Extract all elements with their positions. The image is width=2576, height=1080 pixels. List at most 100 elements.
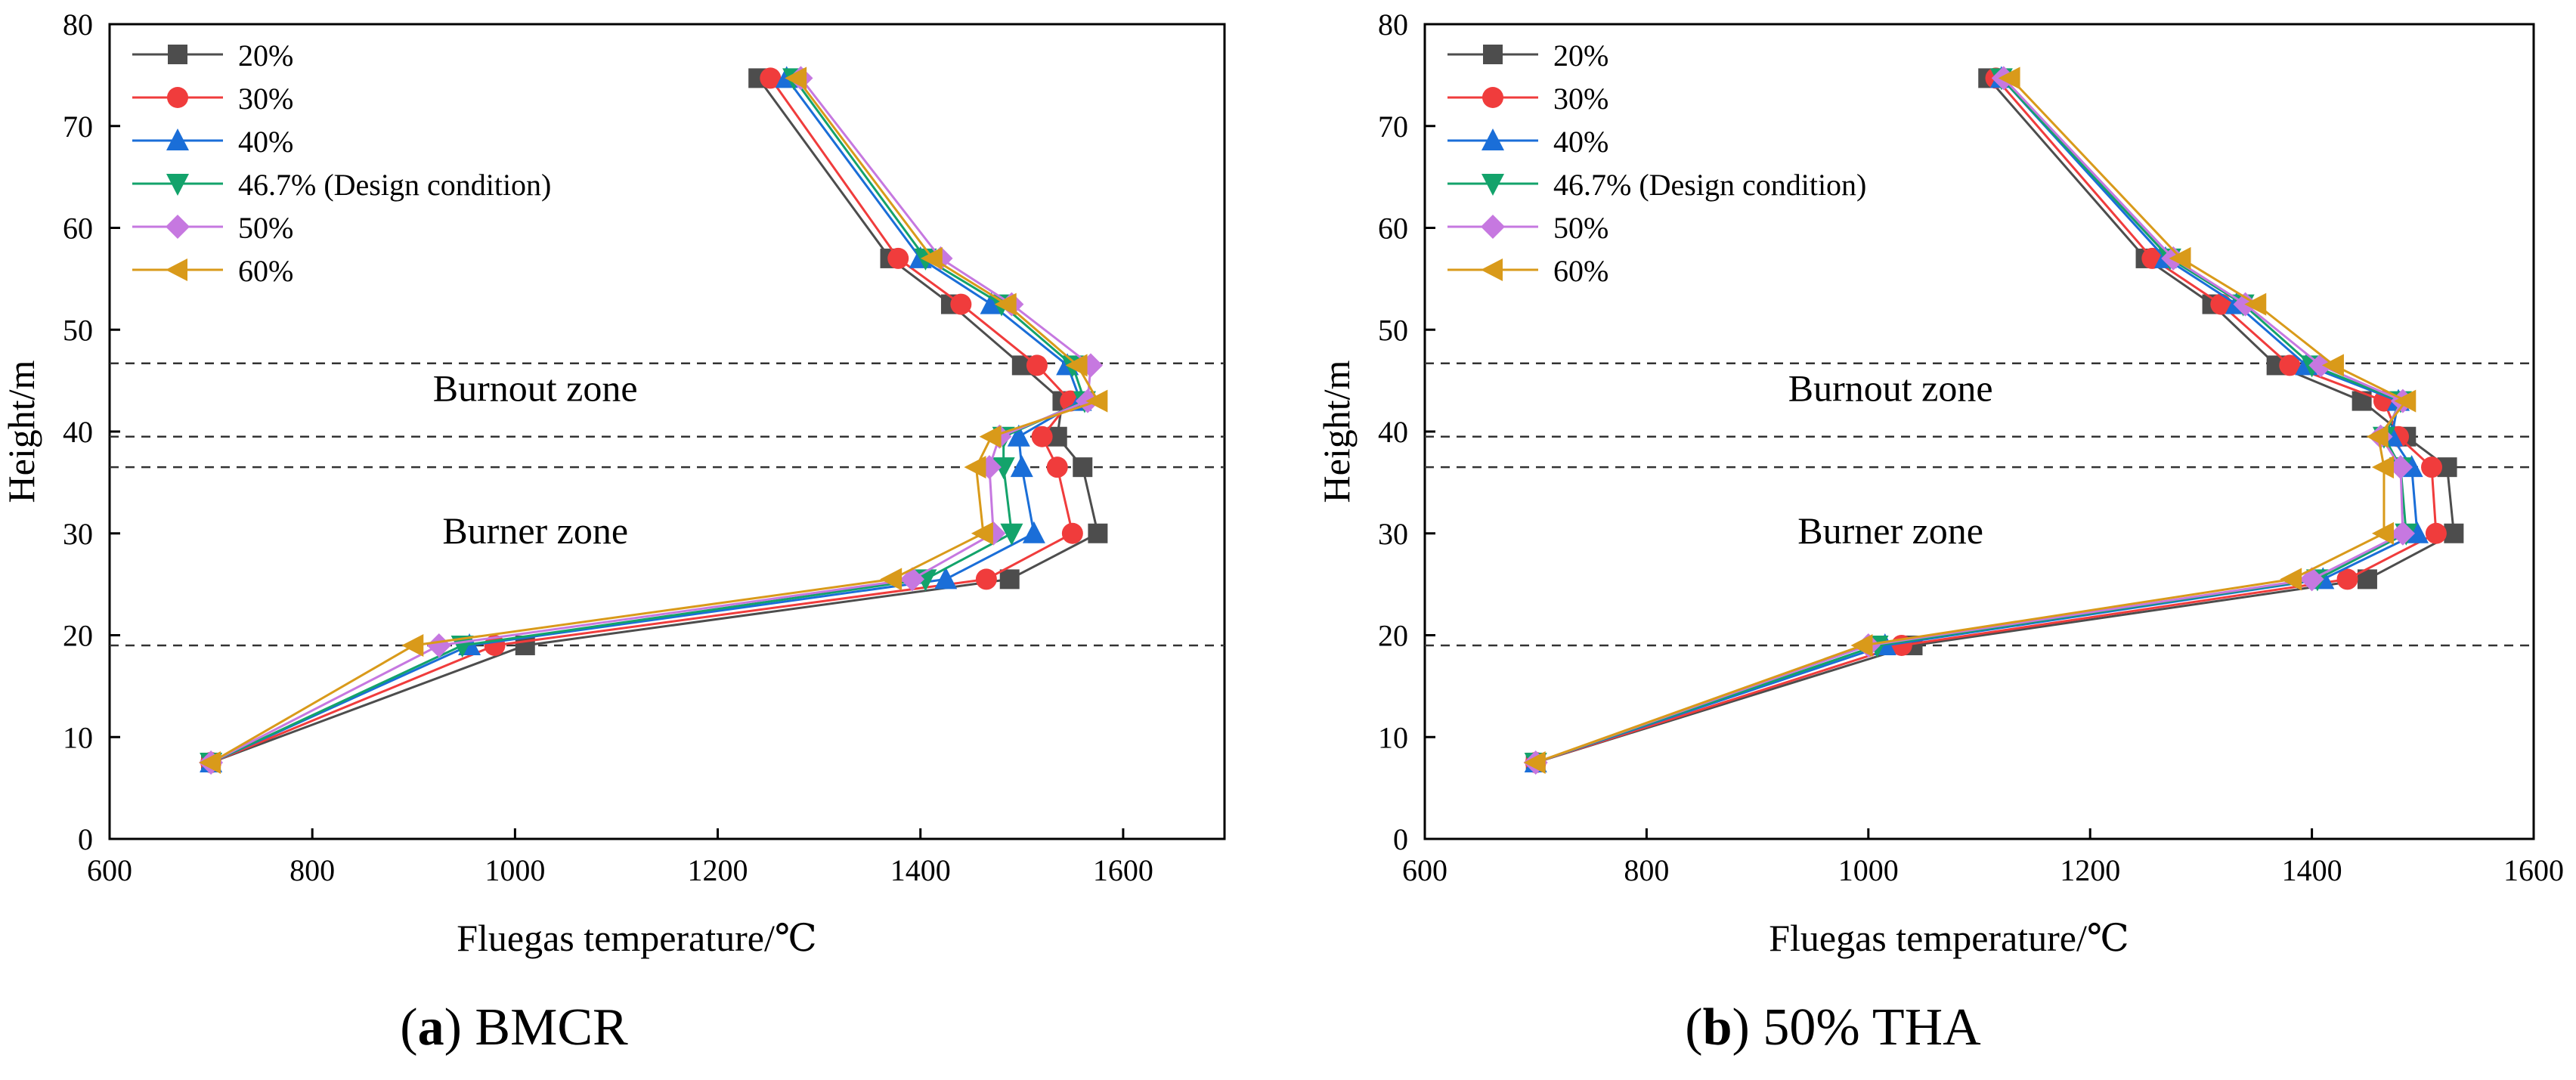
y-tick-label: 60 [63,212,93,246]
legend-label: 30% [1553,82,1608,116]
data-point [1007,424,1030,447]
data-point [2321,354,2344,377]
x-tick-label: 600 [87,853,132,887]
data-point [2244,292,2267,316]
data-point [785,67,807,90]
caption-b-letter: b [1702,998,1732,1057]
legend-label: 50% [238,211,293,245]
y-axis-label: Height/m [1315,360,1358,503]
legend-marker [166,258,187,281]
legend-marker [168,45,187,64]
legend-label: 46.7% (Design condition) [1553,168,1866,202]
legend-marker [166,215,190,239]
data-point [1073,457,1093,478]
zone-label: Burnout zone [1788,367,1993,410]
y-tick-label: 50 [1378,313,1408,347]
data-point [199,750,221,774]
y-tick-label: 40 [63,415,93,449]
data-point [2280,568,2302,591]
data-point [2169,246,2191,270]
data-point [994,292,1017,316]
legend-label: 40% [238,125,293,159]
caption-a: (a) BMCR [400,998,628,1057]
data-point [980,292,1003,314]
data-point [2444,523,2464,543]
chart-panel-b: 600 800 1000 1200 1400 1600 0 10 20 30 40 50 60 70 80 F… [1315,8,2564,959]
legend: 20% 30% 40% 46.7% (Design condition) 50% 60% [1447,39,1866,288]
y-tick-label: 20 [1378,619,1408,653]
data-point [950,293,972,315]
legend-marker [166,128,189,150]
data-point [426,633,451,658]
data-point [2425,522,2447,544]
x-tick-label: 1400 [2282,853,2342,887]
y-tick-label: 80 [1378,8,1408,42]
legend-marker [1483,45,1503,64]
y-tick-label: 60 [1378,212,1408,246]
legend-marker [167,87,188,108]
x-axis-label: Fluegas temperature/℃ [1769,917,2129,959]
x-axis-label: Fluegas temperature/℃ [457,917,817,959]
legend-label: 46.7% (Design condition) [238,168,551,202]
y-axis-label: Height/m [0,360,42,503]
y-tick-label: 10 [1378,720,1408,754]
data-point [1046,456,1068,478]
legend: 20% 30% 40% 46.7% (Design condition) 50% 60% [132,39,551,288]
legend-label: 20% [238,39,293,73]
legend-marker [1481,215,1505,239]
y-tick-label: 20 [63,619,93,653]
data-point [2336,568,2358,590]
legend-marker [1481,258,1503,281]
data-point [1031,426,1053,447]
data-point [2371,521,2394,545]
legend-marker [166,174,189,196]
data-point [979,425,1002,448]
data-point [2394,389,2417,413]
series-60 [199,67,1108,774]
legend-marker [1482,174,1504,196]
data-point [992,457,1015,480]
legend-label: 40% [1553,125,1608,159]
y-tick-label: 70 [1378,110,1408,144]
x-tick-label: 1600 [2503,853,2564,887]
y-tick-label: 50 [63,313,93,347]
data-point [1065,354,1088,377]
data-point [1022,521,1045,543]
x-tick-label: 1600 [1093,853,1153,887]
legend-marker [1482,128,1504,150]
zone-label: Burnout zone [433,367,638,410]
caption-a-text: BMCR [475,998,628,1057]
x-tick-label: 1000 [485,853,545,887]
data-point [1850,633,1873,657]
data-point [2366,425,2389,448]
x-tick-label: 600 [1402,853,1447,887]
legend-marker [1482,87,1503,108]
x-tick-label: 1000 [1838,853,1899,887]
data-point [2421,456,2443,478]
data-point [2279,354,2301,376]
data-point [760,67,782,89]
legend-label: 50% [1553,211,1608,245]
data-point [1000,523,1023,546]
zone-label: Burner zone [442,509,628,552]
y-tick-label: 40 [1378,415,1408,449]
data-point [2388,455,2413,480]
legend-label: 30% [238,82,293,116]
data-point [887,247,909,269]
legend-label: 20% [1553,39,1608,73]
data-point [999,569,1020,590]
legend-label: 60% [238,254,293,288]
data-point [971,521,993,545]
caption-a-letter: a [417,998,444,1057]
chart-panel-a: 600 800 1000 1200 1400 1600 0 10 20 30 40 50 60 70 80 F… [0,8,1226,959]
y-tick-label: 70 [63,110,93,144]
x-tick-label: 1200 [2060,853,2120,887]
y-tick-label: 30 [1378,517,1408,551]
data-point [964,456,986,479]
data-point [1026,354,1048,376]
legend-label: 60% [1553,254,1608,288]
series-30 [200,67,1083,773]
data-point [2371,456,2394,479]
data-point [1010,455,1033,478]
